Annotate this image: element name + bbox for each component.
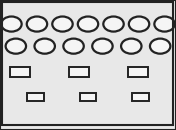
- Circle shape: [92, 39, 113, 54]
- Circle shape: [78, 17, 98, 32]
- Bar: [10, 67, 30, 77]
- Circle shape: [154, 17, 175, 32]
- Circle shape: [52, 17, 73, 32]
- Circle shape: [150, 39, 170, 54]
- Circle shape: [1, 17, 22, 32]
- Bar: [80, 93, 96, 101]
- Circle shape: [6, 39, 26, 54]
- Circle shape: [129, 17, 149, 32]
- Bar: [69, 67, 89, 77]
- Bar: [128, 67, 148, 77]
- Bar: [27, 93, 44, 101]
- Circle shape: [27, 17, 47, 32]
- Circle shape: [63, 39, 84, 54]
- Bar: [133, 93, 149, 101]
- Circle shape: [103, 17, 124, 32]
- Circle shape: [121, 39, 142, 54]
- Circle shape: [34, 39, 55, 54]
